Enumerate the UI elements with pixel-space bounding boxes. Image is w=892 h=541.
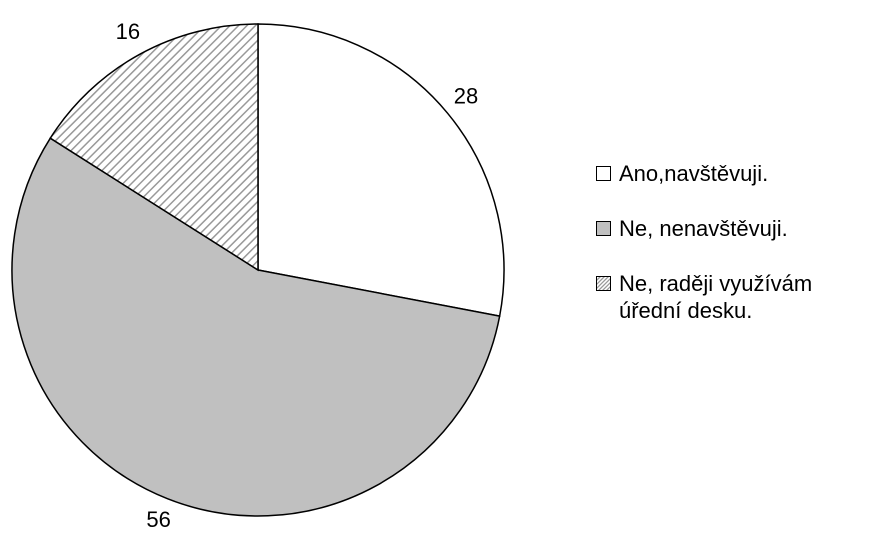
swatch-border <box>596 276 611 291</box>
data-label: 28 <box>454 84 478 109</box>
legend-label: Ano,navštěvuji. <box>619 161 769 186</box>
swatch-hatch <box>596 276 606 286</box>
data-label: 16 <box>116 19 140 44</box>
legend-swatch <box>596 221 611 236</box>
swatch <box>596 166 611 181</box>
legend-label: Ne, raději využívám úřední desku. <box>619 271 813 323</box>
legend-swatch <box>596 166 611 181</box>
swatch-hatch <box>596 276 602 282</box>
swatch-hatch <box>601 281 611 291</box>
data-label: 56 <box>146 507 170 532</box>
pie-slice <box>11 137 501 517</box>
swatch <box>596 221 611 236</box>
swatch-hatch <box>605 285 611 291</box>
legend-swatch <box>596 276 611 291</box>
legend: Ano,navštěvuji. Ne, nenavštěvuji. Ne, radě… <box>596 160 886 352</box>
legend-item: Ne, nenavštěvuji. <box>596 215 886 242</box>
legend-label: Ne, nenavštěvuji. <box>619 216 788 241</box>
pie-slice <box>49 23 259 272</box>
legend-item: Ano,navštěvuji. <box>596 160 886 187</box>
pie-slice <box>257 23 505 317</box>
swatch-bg <box>596 276 611 291</box>
legend-item: Ne, raději využívám úřední desku. <box>596 270 886 324</box>
